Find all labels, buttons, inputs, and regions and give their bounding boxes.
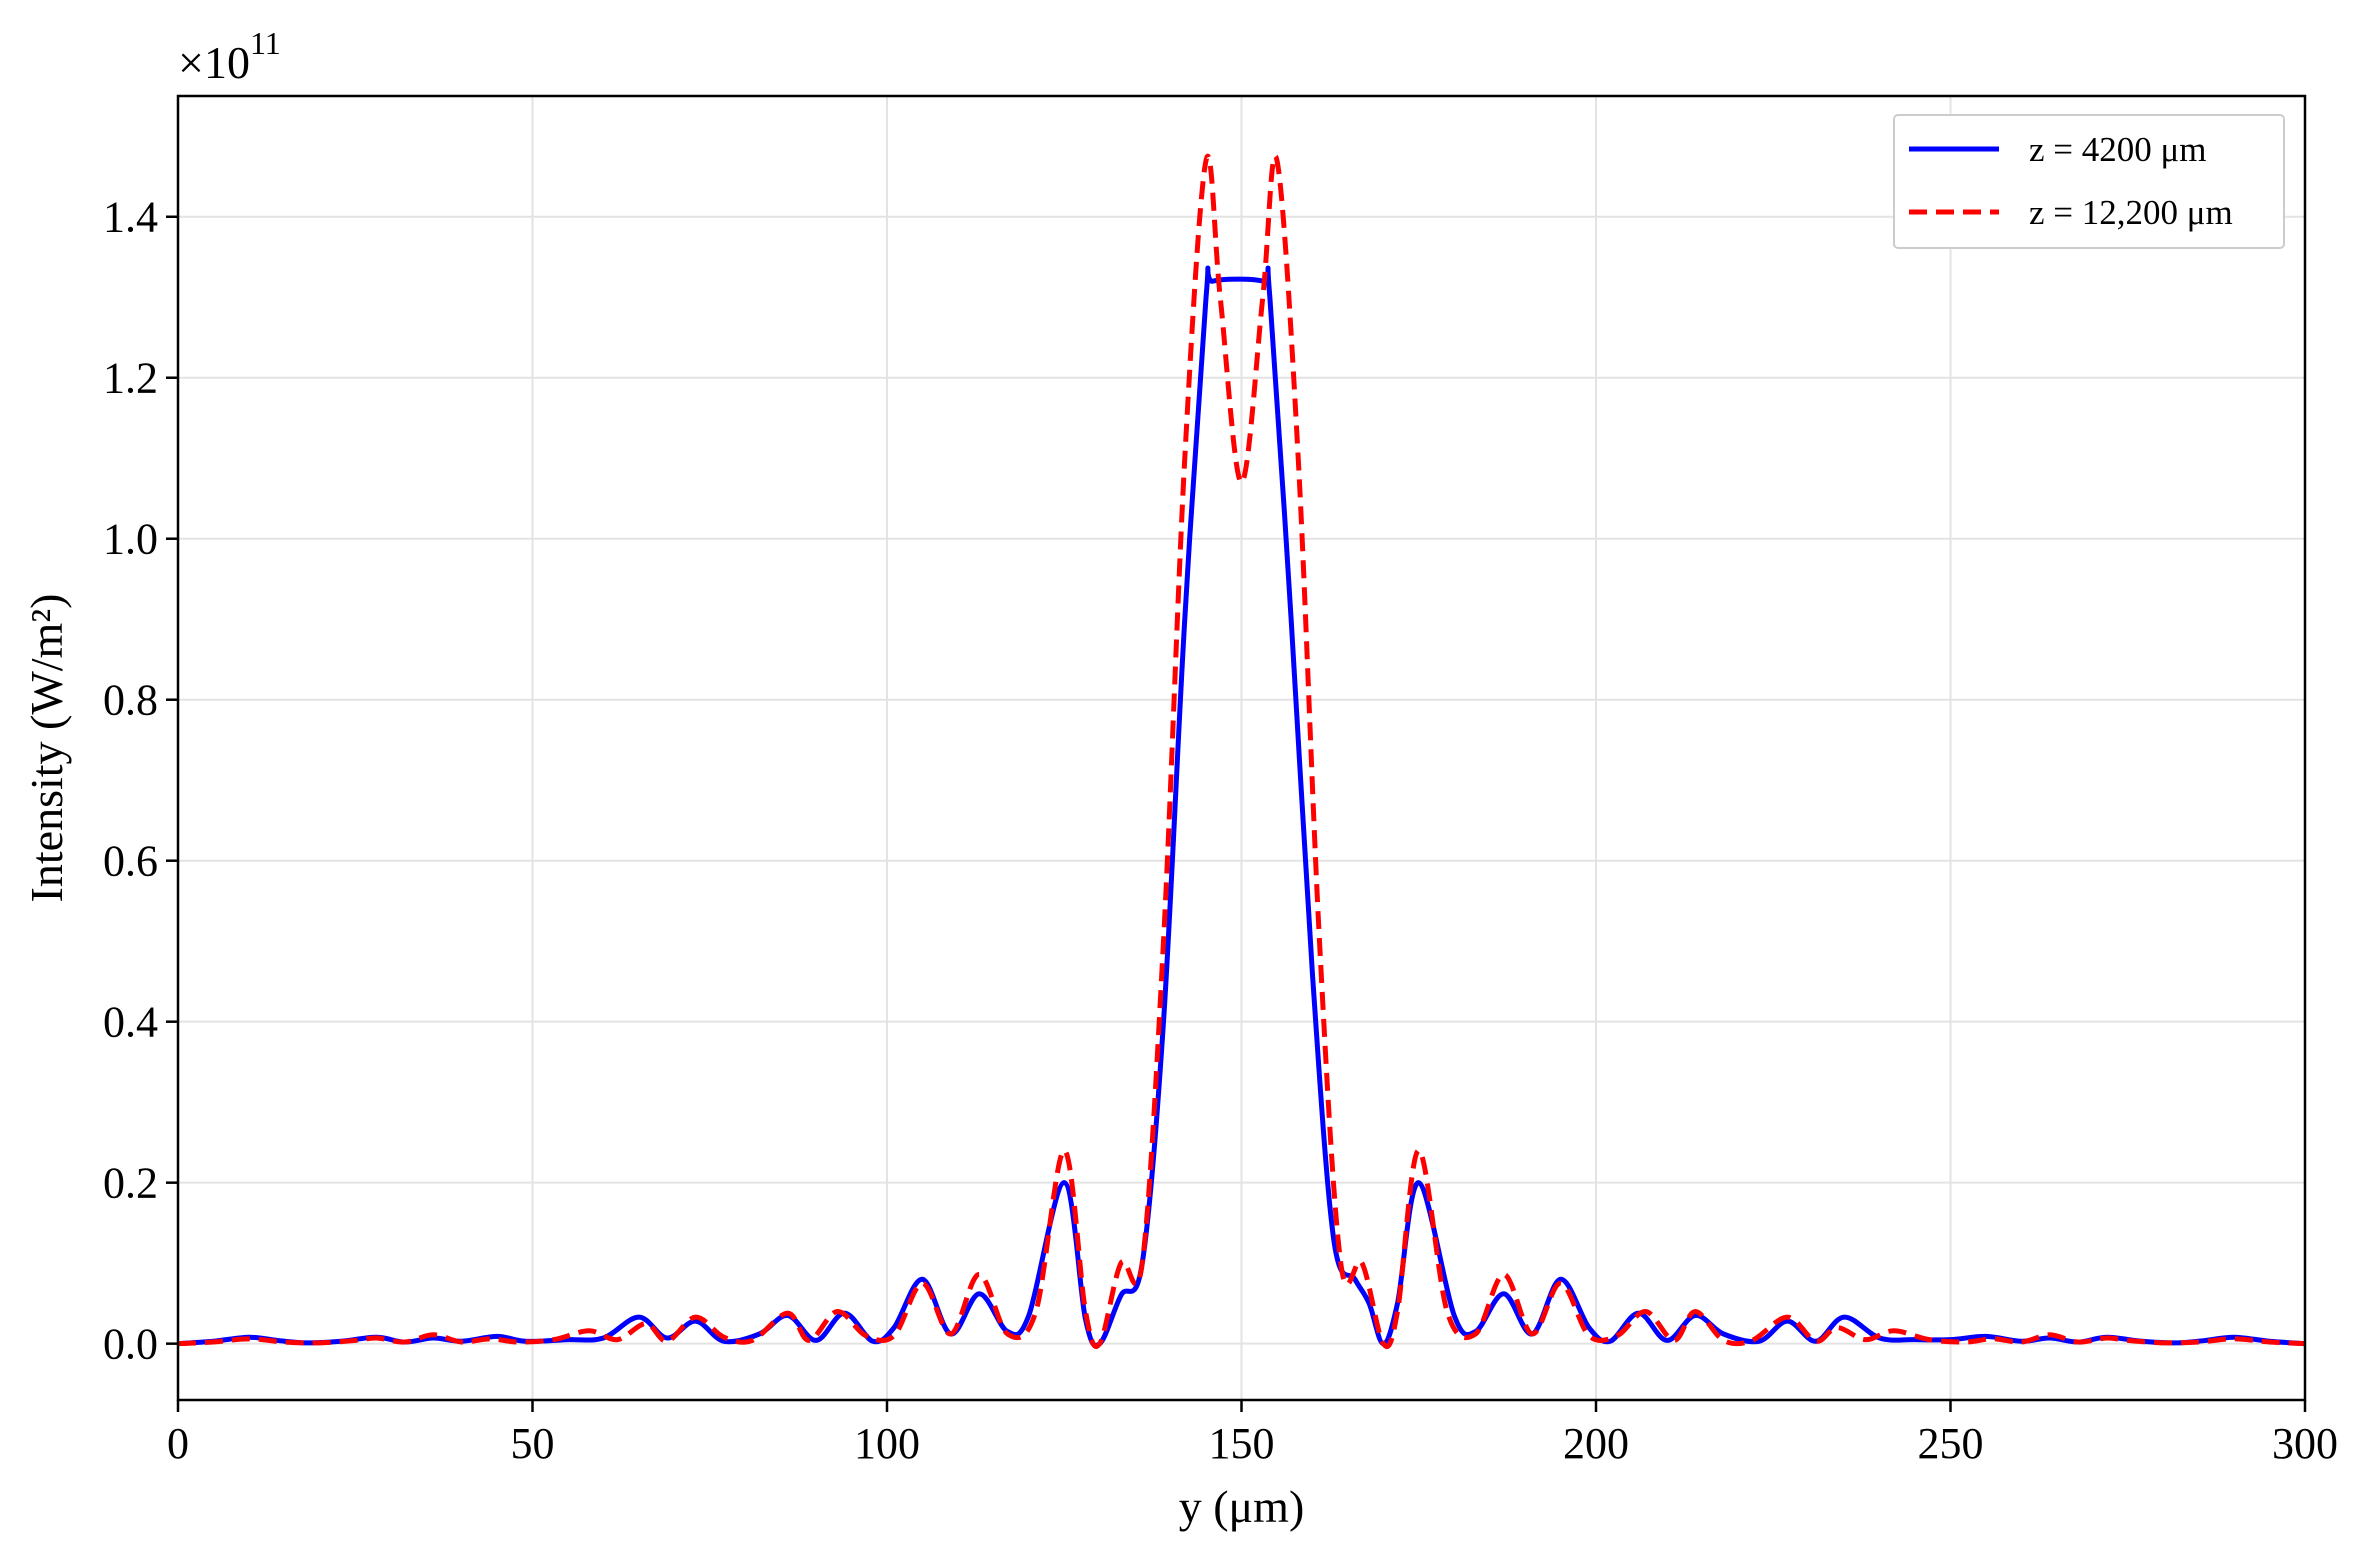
- legend: z = 4200 μm z = 12,200 μm: [1893, 114, 2285, 249]
- y-tick-label: 0.0: [103, 1320, 158, 1369]
- x-tick-label: 0: [167, 1419, 189, 1468]
- y-tick-label: 0.8: [103, 676, 158, 725]
- x-tick-label: 50: [511, 1419, 555, 1468]
- y-tick-label: 1.2: [103, 354, 158, 403]
- x-axis-title: y (μm): [1179, 1481, 1305, 1532]
- y-axis-multiplier: ×1011: [178, 25, 281, 88]
- y-tick-label: 1.4: [103, 193, 158, 242]
- x-tick-label: 200: [1563, 1419, 1629, 1468]
- series-line-2: [177, 154, 2306, 1350]
- legend-label-series-1: z = 4200 μm: [2029, 130, 2207, 169]
- y-tick-label: 0.6: [103, 837, 158, 886]
- x-tick-label: 100: [854, 1419, 920, 1468]
- y-axis-title: Intensity (W/m²): [21, 594, 72, 903]
- y-tick-label: 0.4: [103, 998, 158, 1047]
- series-line-1: [177, 265, 2306, 1348]
- x-tick-label: 250: [1918, 1419, 1984, 1468]
- y-axis-multiplier-exponent: 11: [250, 25, 281, 61]
- legend-label-series-2: z = 12,200 μm: [2029, 193, 2233, 232]
- x-tick-label: 300: [2272, 1419, 2338, 1468]
- y-axis-multiplier-base: ×10: [178, 37, 250, 88]
- x-tick-label: 150: [1209, 1419, 1275, 1468]
- grid: [177, 96, 2306, 1400]
- series-layer: [177, 154, 2306, 1350]
- y-tick-label: 1.0: [103, 515, 158, 564]
- y-tick-label: 0.2: [103, 1159, 158, 1208]
- axis-ticks: 0 50 100 150 200 250 300 0.0 0.2 0.4 0.6 0.8 1.0 1.2 1…: [103, 193, 2338, 1468]
